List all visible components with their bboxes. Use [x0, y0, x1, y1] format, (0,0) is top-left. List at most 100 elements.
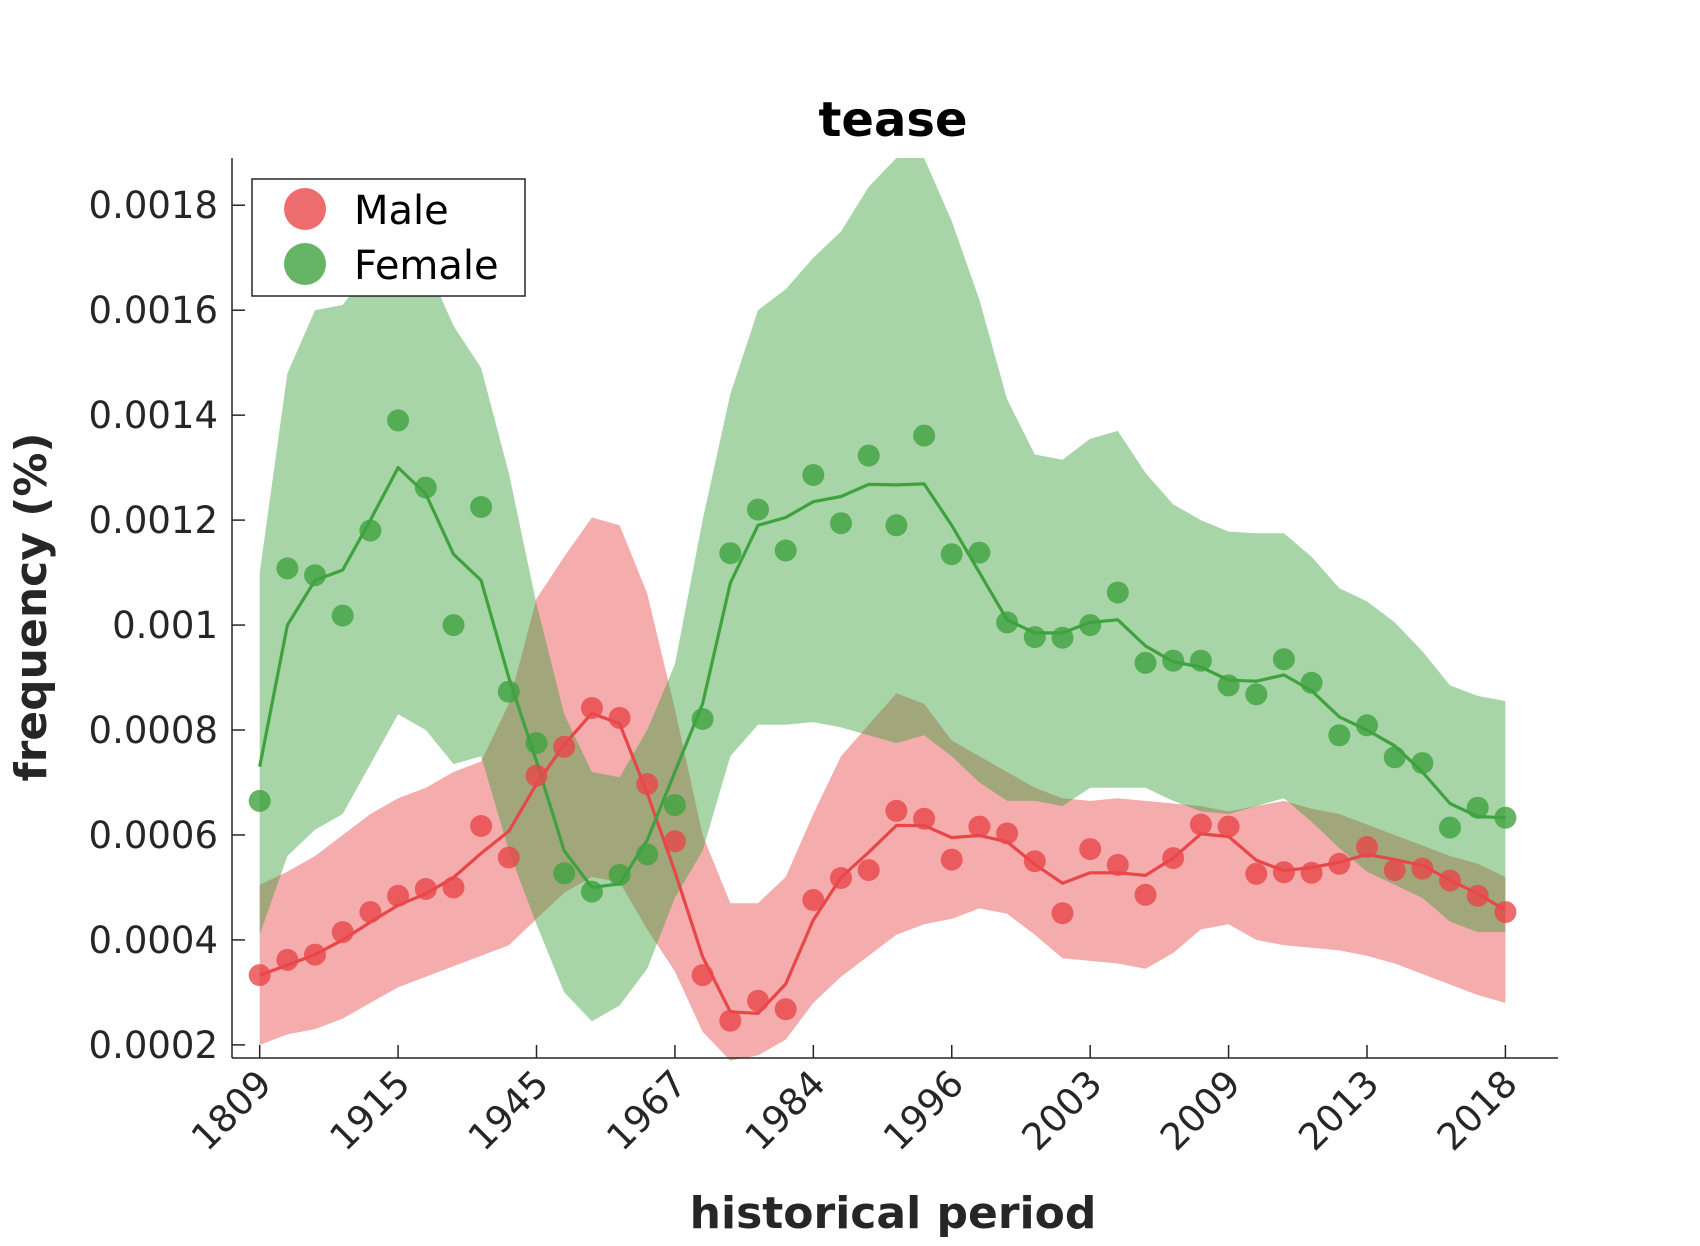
point-male — [691, 964, 714, 987]
point-female — [830, 512, 852, 535]
point-female — [359, 519, 382, 542]
point-female — [663, 794, 686, 817]
x-axis-title: historical period — [690, 1188, 1097, 1239]
point-male — [1189, 813, 1212, 836]
y-tick-label: 0.0002 — [89, 1024, 218, 1067]
confidence-bands — [259, 158, 1506, 1061]
point-female — [1189, 649, 1212, 672]
point-female — [1300, 671, 1323, 694]
point-female — [1356, 714, 1378, 737]
point-male — [1272, 861, 1295, 884]
point-female — [525, 732, 548, 755]
point-female — [913, 424, 936, 447]
point-female — [1162, 649, 1185, 672]
point-male — [1494, 901, 1517, 924]
point-female — [1383, 746, 1406, 769]
point-female — [553, 862, 576, 885]
point-male — [1106, 853, 1129, 876]
point-female — [1245, 683, 1268, 706]
point-female — [774, 539, 797, 562]
point-male — [442, 876, 465, 899]
point-male — [1079, 838, 1102, 861]
point-female — [1494, 806, 1517, 829]
point-male — [608, 706, 631, 729]
point-male — [1356, 836, 1378, 858]
point-female — [691, 708, 714, 730]
chart-title: tease — [818, 92, 967, 148]
point-female — [1272, 648, 1295, 671]
point-male — [1217, 815, 1240, 838]
band-female — [259, 158, 1506, 1022]
point-male — [747, 989, 769, 1012]
point-male — [276, 948, 299, 971]
point-male — [304, 943, 326, 966]
point-female — [1106, 581, 1129, 604]
point-female — [1411, 752, 1434, 775]
point-male — [580, 697, 603, 719]
point-male — [1245, 862, 1268, 885]
point-male — [359, 901, 382, 924]
point-female — [1051, 626, 1074, 649]
point-male — [636, 773, 659, 796]
y-tick-label: 0.0018 — [89, 184, 218, 227]
point-female — [1134, 651, 1157, 674]
point-male — [1466, 884, 1489, 907]
y-tick-label: 0.0008 — [89, 709, 218, 752]
y-ticks: 0.0002 0.0004 0.0006 0.0008 0.001 0.0012 0.001… — [89, 184, 245, 1067]
point-male — [1328, 852, 1351, 875]
point-female — [1023, 626, 1046, 649]
point-male — [1051, 902, 1074, 925]
point-male — [885, 799, 908, 822]
point-female — [940, 543, 963, 566]
point-female — [1328, 724, 1351, 747]
point-male — [996, 822, 1019, 845]
point-female — [1079, 614, 1102, 637]
point-male — [248, 964, 271, 987]
point-female — [1217, 674, 1240, 697]
point-female — [636, 843, 659, 866]
y-axis-title: frequency (%) — [6, 432, 57, 781]
y-tick-label: 0.001 — [112, 604, 218, 647]
y-tick-label: 0.0016 — [89, 289, 218, 332]
point-female — [747, 498, 769, 521]
point-male — [857, 859, 880, 882]
trend-lines — [258, 466, 1507, 1016]
point-male — [387, 884, 410, 907]
point-male — [497, 846, 520, 869]
point-female — [248, 789, 271, 812]
point-male — [1383, 859, 1406, 882]
point-female — [1466, 796, 1489, 819]
data-points — [248, 409, 1517, 1032]
point-female — [276, 557, 299, 580]
point-male — [1162, 847, 1185, 870]
point-female — [580, 880, 603, 903]
y-tick-label: 0.0014 — [89, 394, 218, 437]
point-female — [968, 541, 991, 564]
legend-label-female: Female — [354, 243, 499, 289]
point-female — [304, 564, 326, 587]
point-male — [719, 1009, 742, 1032]
point-female — [885, 514, 908, 537]
point-male — [1300, 861, 1323, 884]
axes — [231, 158, 1558, 1059]
legend-marker-male — [284, 188, 326, 230]
point-male — [830, 867, 852, 889]
point-male — [913, 807, 936, 830]
trend-line-male — [259, 711, 1507, 1016]
point-female — [331, 604, 354, 627]
legend: Male Female — [251, 178, 526, 297]
point-female — [996, 611, 1019, 634]
point-male — [525, 764, 548, 787]
point-male — [663, 830, 686, 853]
band-male — [259, 517, 1506, 1061]
point-male — [1023, 850, 1046, 873]
point-male — [940, 848, 963, 871]
point-female — [1439, 816, 1461, 839]
point-female — [497, 680, 520, 703]
legend-marker-female — [284, 243, 326, 285]
point-female — [442, 614, 465, 637]
point-male — [774, 998, 797, 1021]
point-female — [470, 496, 493, 518]
point-male — [968, 815, 991, 838]
